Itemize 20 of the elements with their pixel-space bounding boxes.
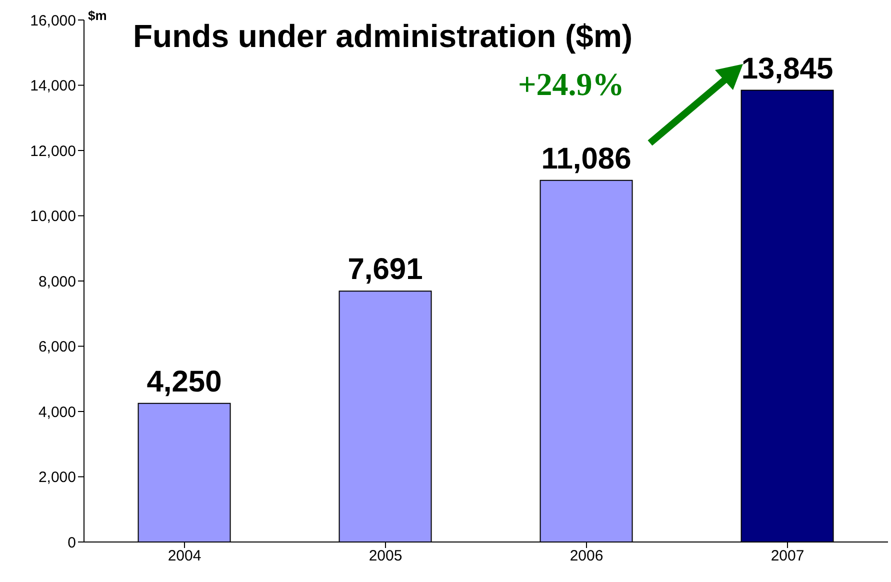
- x-tick-label: 2007: [770, 548, 804, 565]
- y-tick-label: 12,000: [30, 142, 76, 160]
- annotation: +24.9%: [518, 66, 624, 103]
- data-label: 13,845: [741, 52, 834, 86]
- y-axis-title: $m: [88, 8, 107, 23]
- y-tick-label: 6,000: [38, 338, 76, 356]
- x-tick-label: 2005: [368, 548, 402, 565]
- y-tick-label: 0: [68, 534, 76, 552]
- y-tick-label: 10,000: [30, 208, 76, 226]
- data-label: 11,086: [541, 142, 632, 176]
- chart-title: Funds under administration ($m): [133, 18, 633, 55]
- y-tick-label: 14,000: [30, 78, 76, 95]
- y-tick-label: 16,000: [30, 12, 76, 30]
- y-tick-label: 8,000: [38, 273, 76, 290]
- data-label: 7,691: [348, 253, 423, 286]
- x-tick-label: 2006: [570, 548, 604, 565]
- y-tick-label: 2,000: [38, 469, 76, 486]
- x-tick-label: 2004: [168, 548, 202, 565]
- y-tick-label: 4,000: [38, 404, 76, 421]
- data-label: 4,250: [146, 365, 222, 398]
